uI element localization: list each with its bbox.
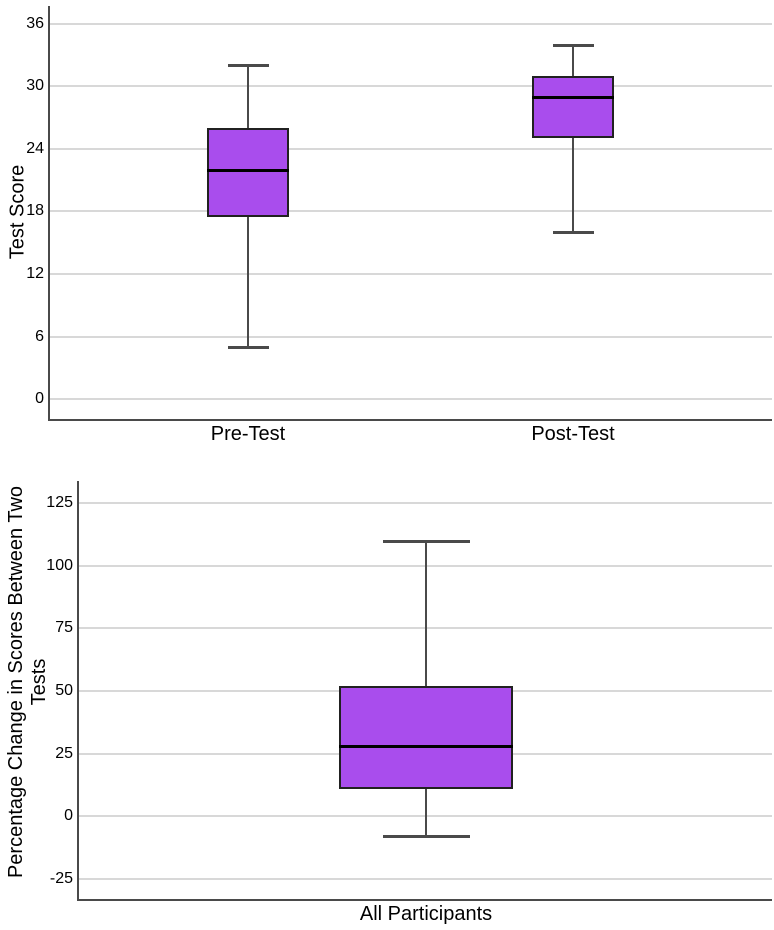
upper-whisker-cap xyxy=(382,540,470,543)
x-category-label: All Participants xyxy=(359,903,493,925)
gridline xyxy=(50,148,772,150)
lower-whisker-line xyxy=(572,138,574,232)
y-tick-label: 24 xyxy=(26,140,44,157)
gridline xyxy=(50,85,772,87)
x-axis-line xyxy=(77,899,772,901)
y-tick-label: 100 xyxy=(46,557,73,574)
median-line xyxy=(339,745,513,748)
lower-whisker-cap xyxy=(552,231,594,234)
x-category-label: Pre-Test xyxy=(210,423,286,445)
median-line xyxy=(207,169,289,172)
upper-whisker-cap xyxy=(552,44,594,47)
lower-whisker-cap xyxy=(382,835,470,838)
y-tick-label: 25 xyxy=(55,745,73,762)
gridline xyxy=(79,878,772,880)
y-axis-line xyxy=(77,481,79,901)
upper-whisker-line xyxy=(247,65,249,128)
lower-whisker-line xyxy=(425,789,427,836)
y-tick-label: -25 xyxy=(49,870,73,887)
upper-whisker-line xyxy=(425,541,427,686)
y-axis-line xyxy=(48,6,50,421)
iqr-box xyxy=(532,76,614,138)
lower-whisker-cap xyxy=(227,346,269,349)
gridline xyxy=(50,273,772,275)
y-tick-label: 0 xyxy=(64,807,73,824)
y-tick-label: 36 xyxy=(26,15,44,32)
median-line xyxy=(532,96,614,99)
y-tick-label: 18 xyxy=(26,202,44,219)
y-tick-label: 12 xyxy=(26,265,44,282)
upper-whisker-cap xyxy=(227,64,269,67)
lower-whisker-line xyxy=(247,217,249,347)
gridline xyxy=(50,336,772,338)
x-axis-line xyxy=(48,419,772,421)
y-tick-label: 30 xyxy=(26,77,44,94)
y-tick-label: 0 xyxy=(35,390,44,407)
y-tick-label: 75 xyxy=(55,619,73,636)
iqr-box xyxy=(339,686,513,789)
y-tick-label: 125 xyxy=(46,494,73,511)
upper-whisker-line xyxy=(572,45,574,76)
y-tick-label: 6 xyxy=(35,328,44,345)
gridline xyxy=(50,398,772,400)
gridline xyxy=(79,502,772,504)
x-category-label: Post-Test xyxy=(531,423,615,445)
gridline xyxy=(50,210,772,212)
y-tick-label: 50 xyxy=(55,682,73,699)
gridline xyxy=(50,23,772,25)
iqr-box xyxy=(207,128,289,217)
